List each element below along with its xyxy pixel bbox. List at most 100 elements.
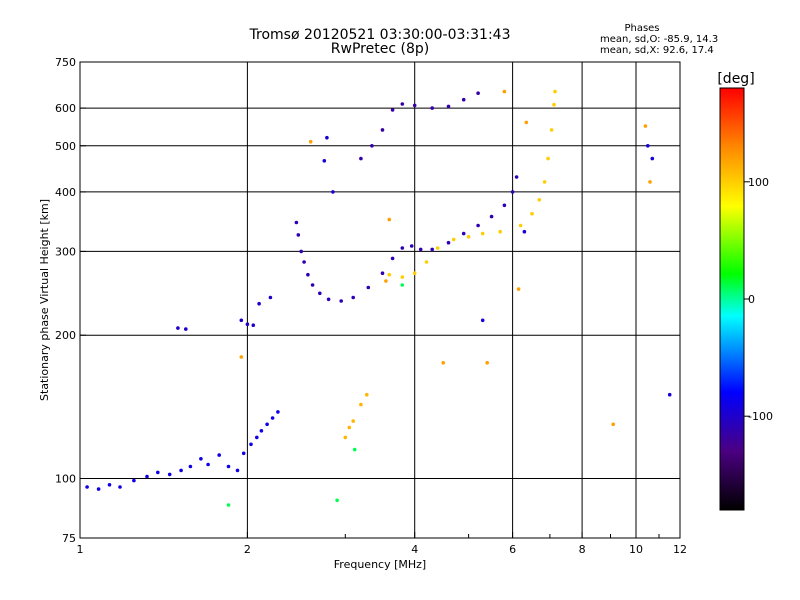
x-tick-label: 6 [509, 543, 516, 556]
echo-point [549, 128, 554, 132]
plot-frame [79, 61, 681, 539]
chart-subtitle: RwPretec (8p) [331, 41, 429, 57]
x-tick-label: 4 [411, 543, 418, 556]
echo-point [646, 144, 650, 148]
phases-o-stats: mean, sd,O: -85.9, 14.3 [600, 34, 718, 45]
echo-point [446, 104, 451, 109]
echo-point [480, 231, 485, 236]
echo-point [254, 435, 259, 440]
echo-point [335, 498, 339, 503]
y-axis-label: Stationary phase Virtual Height [km] [38, 199, 51, 401]
echo-point [259, 429, 264, 433]
echo-point [542, 180, 547, 184]
colorbar-tick-label: 0 [748, 293, 755, 306]
y-axis: 75 100 200 300 400 500 600 750 [55, 56, 86, 545]
echo-point [245, 322, 250, 327]
echo-point [310, 283, 315, 287]
data-points [85, 89, 672, 507]
echo-point [351, 295, 356, 300]
echo-point [648, 180, 652, 184]
echo-point [400, 275, 405, 279]
echo-point [239, 355, 244, 359]
x-tick-label: 1 [77, 543, 84, 556]
y-tick-label: 100 [55, 473, 76, 486]
echo-point [343, 435, 348, 440]
echo-point [359, 402, 363, 407]
echo-point [132, 478, 136, 483]
x-tick-label: 8 [579, 543, 586, 556]
colorbar-tick-label: 100 [748, 176, 769, 189]
echo-point [206, 462, 210, 467]
echo-point [380, 271, 385, 276]
echo-point [370, 144, 374, 148]
echo-point [96, 487, 101, 491]
echo-point [308, 139, 313, 144]
echo-point [270, 416, 275, 420]
echo-point [217, 453, 221, 457]
grid-lines [80, 62, 680, 538]
echo-point [179, 468, 183, 473]
echo-point [400, 246, 405, 250]
echo-point [514, 175, 519, 179]
echo-point [257, 301, 261, 306]
echo-point [226, 503, 231, 507]
echo-point [476, 91, 480, 95]
echo-point [435, 246, 440, 250]
x-axis-label: Frequency [MHz] [334, 558, 426, 571]
echo-point [167, 472, 172, 477]
echo-point [199, 457, 203, 461]
echo-point [546, 156, 550, 161]
y-tick-label: 400 [55, 186, 76, 199]
echo-point [524, 120, 529, 125]
echo-point [145, 474, 149, 479]
echo-point [516, 287, 521, 291]
echo-point [446, 240, 451, 245]
phases-x-stats: mean, sd,X: 92.6, 17.4 [600, 45, 714, 56]
echo-point [409, 244, 414, 248]
echo-point [430, 106, 435, 110]
echo-point [107, 483, 112, 487]
y-tick-label: 75 [62, 532, 76, 545]
echo-point [265, 422, 269, 427]
echo-point [412, 103, 417, 108]
echo-point [390, 108, 395, 112]
echo-point [359, 156, 363, 161]
echo-point [347, 425, 352, 430]
colorbar-ticks: 100 0 -100 [744, 176, 773, 423]
echo-point [318, 291, 322, 296]
echo-point [553, 89, 557, 94]
echo-point [552, 102, 556, 107]
echo-point [331, 190, 335, 194]
echo-point [667, 392, 672, 397]
echo-point [306, 272, 310, 277]
echo-point [461, 97, 466, 102]
echo-point [400, 102, 405, 106]
echo-point [268, 295, 273, 300]
chart-title: Tromsø 20120521 03:30:00-03:31:43 [249, 27, 511, 43]
echo-point [489, 214, 494, 219]
echo-point [502, 89, 507, 94]
echo-point [188, 464, 193, 469]
y-tick-label: 750 [55, 56, 76, 69]
echo-point [352, 447, 357, 452]
echo-point [387, 272, 392, 277]
echo-point [387, 217, 392, 222]
echo-point [424, 260, 429, 264]
echo-point [611, 422, 615, 427]
y-tick-label: 200 [55, 329, 76, 342]
echo-point [365, 392, 369, 397]
echo-point [390, 256, 395, 261]
echo-point [184, 327, 188, 331]
echo-point [351, 419, 356, 423]
echo-point [530, 211, 534, 216]
colorbar [719, 87, 745, 511]
echo-point [325, 135, 329, 140]
echo-point [430, 247, 435, 252]
echo-point [339, 299, 344, 303]
echo-point [156, 470, 160, 475]
x-tick-label: 2 [244, 543, 251, 556]
echo-point [485, 361, 490, 365]
echo-point [518, 223, 523, 228]
echo-point [643, 124, 648, 128]
